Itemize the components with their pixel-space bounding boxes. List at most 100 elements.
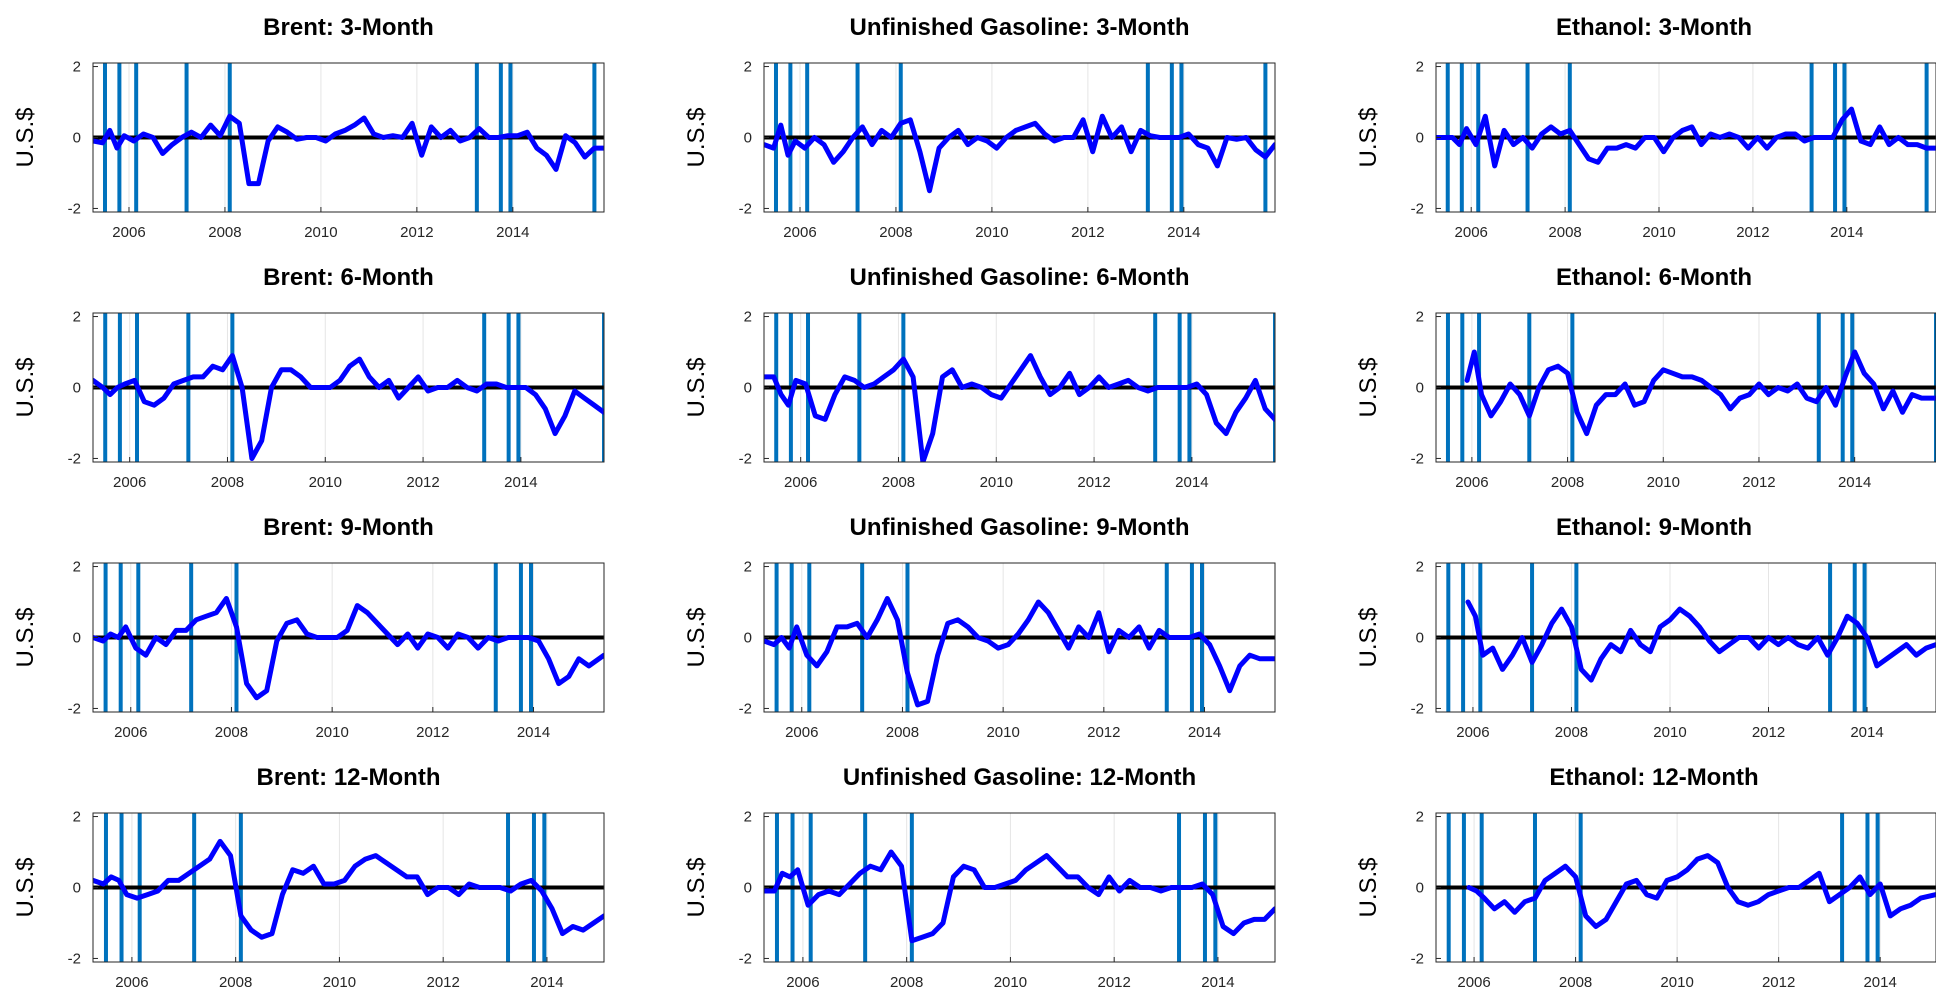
x-tick-label: 2010	[1642, 224, 1675, 241]
x-tick-label: 2010	[309, 474, 342, 491]
y-tick-label: 0	[73, 380, 81, 397]
x-tick-label: 2006	[112, 224, 145, 241]
y-axis-label: U.S.$	[1355, 857, 1382, 917]
x-tick-label: 2010	[323, 974, 356, 989]
y-tick-label: -2	[739, 450, 752, 467]
y-tick-label: -2	[68, 450, 81, 467]
x-tick-label: 2006	[115, 974, 148, 989]
subplot-title: Ethanol: 12-Month	[1549, 764, 1758, 791]
y-tick-label: 2	[1416, 309, 1424, 326]
series-line	[764, 113, 1275, 194]
x-tick-label: 2012	[1087, 724, 1120, 741]
subplot-title: Unfinished Gasoline: 9-Month	[850, 514, 1190, 541]
x-tick-label: 2012	[1077, 474, 1110, 491]
x-tick-label: 2008	[890, 974, 923, 989]
series-line	[764, 849, 1275, 944]
x-tick-label: 2008	[879, 224, 912, 241]
x-tick-label: 2008	[208, 224, 241, 241]
x-tick-label: 2012	[1097, 974, 1130, 989]
x-tick-label: 2014	[1201, 974, 1234, 989]
y-axis-label: U.S.$	[1355, 607, 1382, 667]
x-tick-label: 2008	[219, 974, 252, 989]
x-tick-label: 2014	[1863, 974, 1896, 989]
y-tick-label: 2	[1416, 809, 1424, 826]
x-tick-label: 2010	[975, 224, 1008, 241]
y-tick-label: -2	[68, 950, 81, 967]
series-line	[93, 113, 604, 187]
y-axis-label: U.S.$	[12, 857, 39, 917]
x-tick-label: 2008	[211, 474, 244, 491]
subplot-title: Unfinished Gasoline: 3-Month	[850, 14, 1190, 41]
x-tick-label: 2014	[1838, 474, 1871, 491]
y-tick-label: 0	[744, 130, 752, 147]
x-tick-label: 2012	[1071, 224, 1104, 241]
x-tick-label: 2006	[783, 224, 816, 241]
subplot-0: 2 0 -2 2006 2008 2010 2012 2014 Brent: 3-Month U.…	[12, 14, 605, 241]
x-tick-label: 2006	[784, 474, 817, 491]
x-tick-label: 2012	[1752, 724, 1785, 741]
x-tick-label: 2010	[1660, 974, 1693, 989]
y-axis-label: U.S.$	[683, 357, 710, 417]
x-tick-label: 2014	[504, 474, 537, 491]
y-tick-label: 2	[744, 309, 752, 326]
y-tick-label: 0	[744, 880, 752, 897]
y-tick-label: 2	[73, 809, 81, 826]
series-line	[764, 596, 1275, 708]
y-tick-label: 0	[73, 630, 81, 647]
x-tick-label: 2012	[406, 474, 439, 491]
y-tick-label: 2	[744, 809, 752, 826]
y-tick-label: 2	[744, 559, 752, 576]
y-tick-label: -2	[1411, 950, 1424, 967]
y-tick-label: 2	[1416, 59, 1424, 76]
x-tick-label: 2008	[215, 724, 248, 741]
x-tick-label: 2014	[496, 224, 529, 241]
x-tick-label: 2014	[530, 974, 563, 989]
y-tick-label: 2	[73, 59, 81, 76]
y-tick-label: -2	[68, 700, 81, 717]
subplot-title: Unfinished Gasoline: 6-Month	[850, 264, 1190, 291]
x-tick-label: 2008	[1559, 974, 1592, 989]
subplot-4: 2 0 -2 2006 2008 2010 2012 2014 Unfinished Gasol…	[683, 264, 1276, 491]
x-tick-label: 2006	[786, 974, 819, 989]
y-tick-label: -2	[1411, 450, 1424, 467]
y-tick-label: 0	[73, 130, 81, 147]
y-tick-label: -2	[68, 200, 81, 217]
x-tick-label: 2014	[1175, 474, 1208, 491]
x-tick-label: 2008	[882, 474, 915, 491]
x-tick-label: 2010	[1653, 724, 1686, 741]
x-tick-label: 2012	[416, 724, 449, 741]
y-axis-label: U.S.$	[1355, 107, 1382, 167]
y-tick-label: 0	[1416, 630, 1424, 647]
y-axis-label: U.S.$	[1355, 357, 1382, 417]
y-tick-label: 2	[73, 309, 81, 326]
y-tick-label: 0	[73, 880, 81, 897]
y-tick-label: -2	[1411, 200, 1424, 217]
x-tick-label: 2010	[304, 224, 337, 241]
x-tick-label: 2012	[1762, 974, 1795, 989]
y-tick-label: -2	[739, 950, 752, 967]
subplot-6: 2 0 -2 2006 2008 2010 2012 2014 Brent: 9-Month U.…	[12, 514, 605, 741]
subplot-5: 2 0 -2 2006 2008 2010 2012 2014 Ethanol: 6-Month…	[1355, 264, 1936, 491]
y-axis-label: U.S.$	[12, 607, 39, 667]
series-line	[93, 596, 604, 701]
subplot-9: 2 0 -2 2006 2008 2010 2012 2014 Brent: 12-Month U…	[12, 764, 605, 989]
y-tick-label: 2	[73, 559, 81, 576]
y-tick-label: -2	[739, 700, 752, 717]
y-tick-label: 0	[744, 630, 752, 647]
x-tick-label: 2006	[1456, 724, 1489, 741]
x-tick-label: 2012	[400, 224, 433, 241]
x-tick-label: 2014	[1830, 224, 1863, 241]
x-tick-label: 2014	[517, 724, 550, 741]
y-tick-label: 0	[1416, 380, 1424, 397]
subplot-title: Brent: 6-Month	[263, 264, 434, 291]
x-tick-label: 2010	[980, 474, 1013, 491]
series-line	[1464, 349, 1936, 437]
x-tick-label: 2010	[315, 724, 348, 741]
subplot-10: 2 0 -2 2006 2008 2010 2012 2014 Unfinished Gasol…	[683, 764, 1276, 989]
x-tick-label: 2014	[1167, 224, 1200, 241]
series-line	[93, 838, 604, 940]
x-tick-label: 2008	[1548, 224, 1581, 241]
subplot-11: 2 0 -2 2006 2008 2010 2012 2014 Ethanol: 12-Mont…	[1355, 764, 1936, 989]
x-tick-label: 2012	[1736, 224, 1769, 241]
